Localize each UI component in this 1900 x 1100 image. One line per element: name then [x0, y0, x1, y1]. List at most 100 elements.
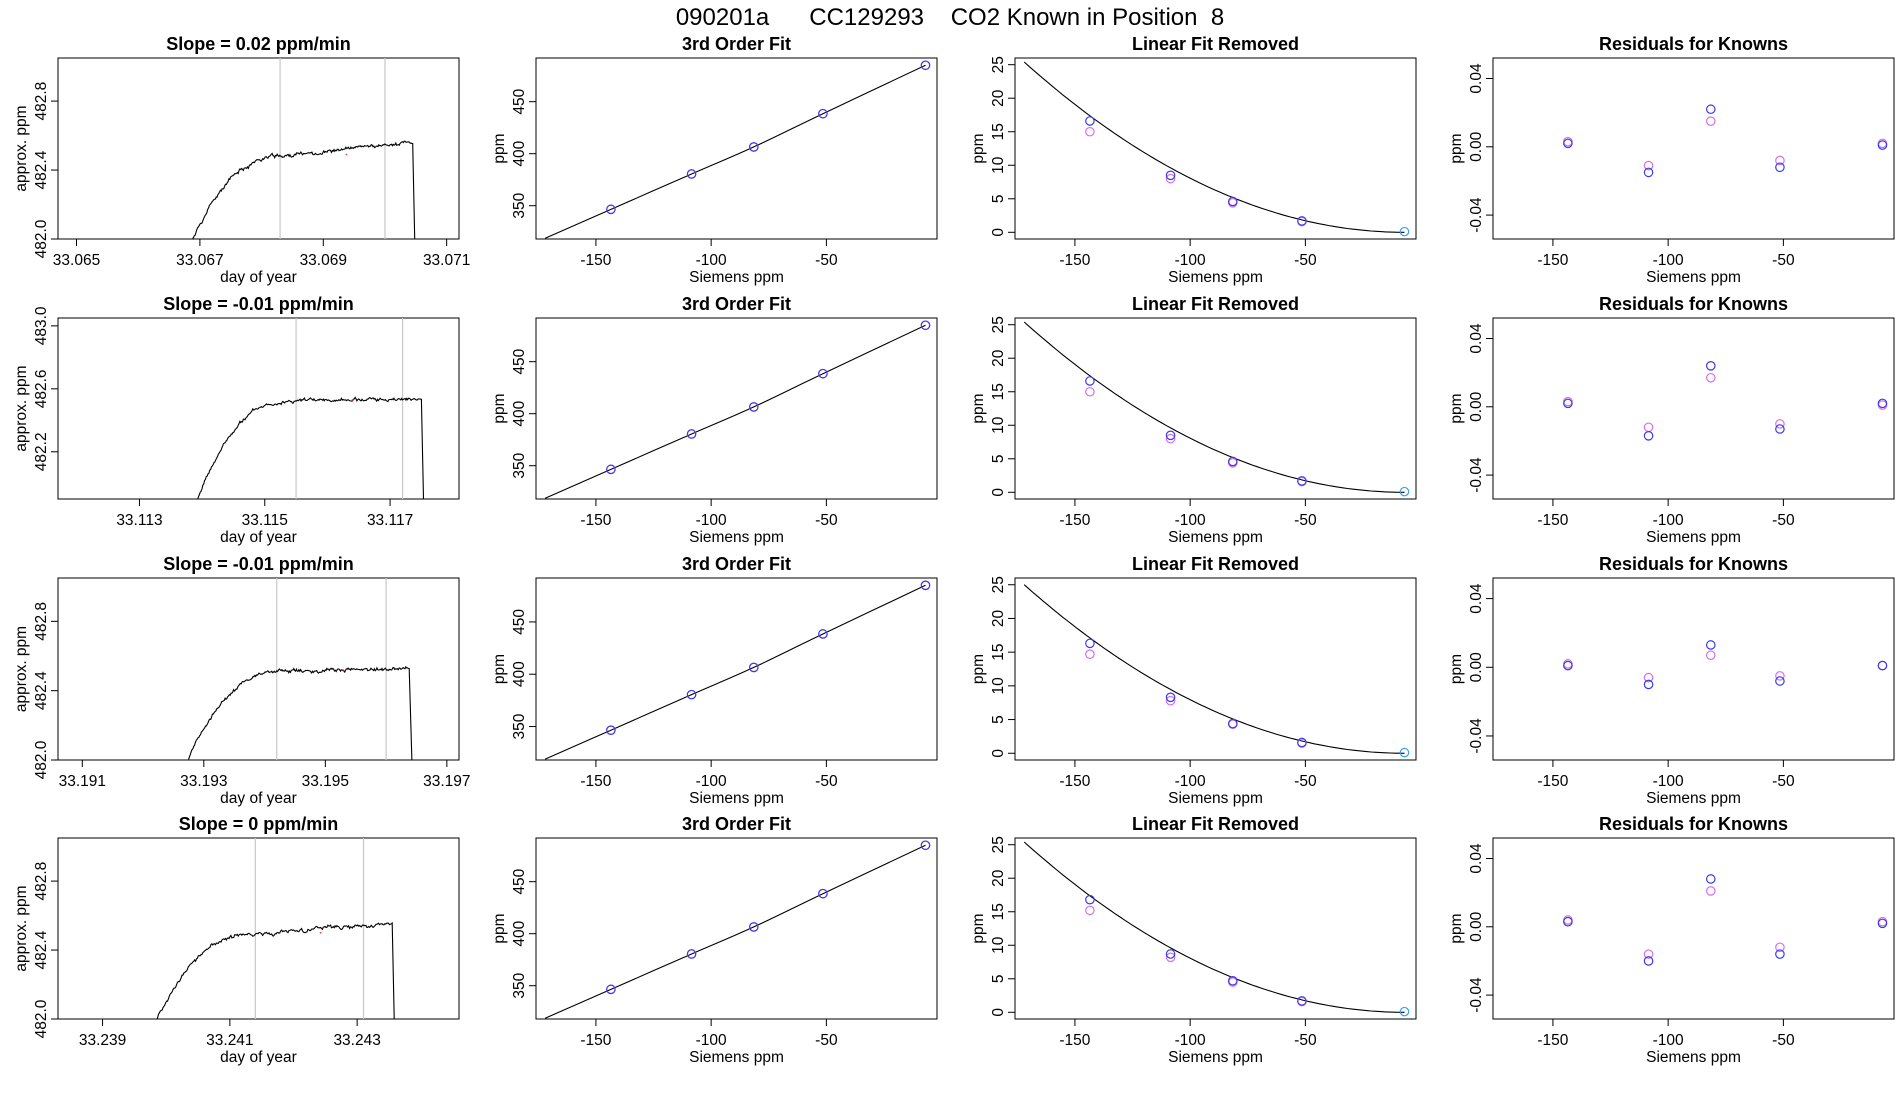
residual-point-blue: [1643, 167, 1654, 178]
residuals-xtick-label: -50: [1772, 773, 1795, 790]
linear-removed-xtick-label: -100: [1175, 252, 1206, 269]
linear-removed-ytick-label: 20: [990, 869, 1007, 887]
fit-xtick-label: -50: [815, 252, 838, 269]
main-title: 090201a CC129293 CO2 Known in Position 8: [675, 4, 1225, 31]
linear-removed-point-blue: [1085, 376, 1095, 386]
panel-3rd-order-fit: 3rd Order Fit -150 -100 -50 350 400 450 Siemens…: [491, 34, 938, 286]
linear-removed-curve: [1023, 841, 1405, 1013]
timeseries-xtick-label: 33.117: [367, 512, 413, 529]
residuals-xtick-label: -50: [1772, 1032, 1795, 1049]
residual-point-blue: [1877, 660, 1888, 671]
linear-removed-point-cyan: [1399, 226, 1410, 237]
fit-point-blue: [818, 888, 828, 899]
fit-xtick-label: -100: [696, 252, 727, 269]
timeseries-title: Slope = 0.02 ppm/min: [166, 34, 351, 54]
timeseries-xtick-label: 33.113: [116, 512, 162, 529]
linear-removed-xlabel: Siemens ppm: [1168, 269, 1263, 286]
linear-removed-point-blue: [1297, 996, 1307, 1006]
fit-ytick-label: 450: [511, 88, 528, 114]
linear-removed-point-blue: [1085, 894, 1095, 905]
linear-removed-xtick-label: -100: [1175, 773, 1206, 790]
residuals-ylabel: ppm: [1448, 133, 1465, 163]
timeseries-title: Slope = -0.01 ppm/min: [163, 294, 354, 314]
panel-residuals: Residuals for Knowns -150 -100 -50 -0.04 0.00…: [1448, 554, 1895, 807]
residuals-xtick-label: -50: [1772, 512, 1795, 529]
linear-removed-ytick-label: 5: [990, 454, 1007, 463]
fit-ytick-label: 450: [511, 609, 528, 635]
linear-removed-title: Linear Fit Removed: [1132, 34, 1299, 54]
panel-timeseries: Slope = 0.02 ppm/min 33.065 33.067 33.069 33…: [13, 34, 470, 286]
linear-removed-ytick-label: 25: [990, 56, 1007, 73]
residuals-ytick-label: -0.04: [1468, 457, 1485, 493]
fit-xtick-label: -150: [580, 252, 611, 269]
linear-removed-point-blue: [1297, 737, 1307, 748]
residuals-ytick-label: 0.00: [1468, 391, 1485, 422]
timeseries-plot-frame: [57, 57, 460, 240]
residual-point-magenta: [1643, 422, 1654, 433]
panel-timeseries: Slope = -0.01 ppm/min 33.113 33.115 33.117 4…: [13, 294, 460, 546]
linear-removed-point-blue: [1085, 116, 1095, 126]
fit-xlabel: Siemens ppm: [689, 1049, 784, 1066]
linear-removed-point-magenta: [1165, 433, 1176, 444]
linear-removed-ytick-label: 5: [990, 194, 1007, 203]
linear-removed-ytick-label: 15: [990, 123, 1007, 140]
residuals-xlabel: Siemens ppm: [1646, 1049, 1741, 1066]
linear-removed-ytick-label: 20: [990, 89, 1007, 107]
timeseries-ylabel: approx. ppm: [13, 365, 30, 451]
residuals-xlabel: Siemens ppm: [1646, 529, 1741, 546]
residual-point-blue: [1705, 874, 1716, 884]
residual-point-magenta: [1705, 116, 1716, 126]
residuals-xtick-label: -50: [1772, 252, 1795, 269]
fit-xtick-label: -50: [815, 773, 838, 790]
linear-removed-title: Linear Fit Removed: [1132, 814, 1299, 834]
linear-removed-point-blue: [1297, 476, 1307, 486]
fit-xtick-label: -100: [696, 512, 727, 529]
linear-removed-point-blue: [1165, 430, 1176, 441]
fit-xtick-label: -50: [815, 512, 838, 529]
linear-removed-ytick-label: 15: [990, 644, 1007, 661]
residual-point-magenta: [1775, 671, 1785, 681]
residual-point-blue: [1877, 140, 1888, 150]
linear-removed-title: Linear Fit Removed: [1132, 294, 1299, 314]
linear-removed-xlabel: Siemens ppm: [1168, 529, 1263, 546]
residuals-ytick-label: 0.04: [1468, 583, 1485, 614]
residuals-xtick-label: -150: [1537, 252, 1568, 269]
residual-point-blue: [1563, 398, 1573, 409]
linear-removed-point-blue: [1227, 196, 1238, 207]
linear-removed-xtick-label: -50: [1294, 252, 1317, 269]
residuals-xtick-label: -100: [1653, 252, 1684, 269]
residuals-ylabel: ppm: [1448, 393, 1465, 423]
residuals-title: Residuals for Knowns: [1599, 554, 1788, 574]
fit-xtick-label: -150: [580, 773, 611, 790]
fit-ytick-label: 400: [511, 400, 528, 426]
linear-removed-xlabel: Siemens ppm: [1168, 790, 1263, 807]
timeseries-plot-frame: [57, 577, 460, 761]
fit-xlabel: Siemens ppm: [689, 790, 784, 807]
timeseries-ytick-label: 482.8: [33, 862, 50, 901]
fit-ylabel: ppm: [491, 133, 508, 163]
panel-linear-fit-removed: Linear Fit Removed -150 -100 -50 0 5 10 15 20 25 S…: [970, 34, 1417, 286]
timeseries-ytick-label: 482.0: [33, 740, 50, 779]
residual-point-blue: [1705, 104, 1716, 115]
timeseries-xtick-label: 33.241: [206, 1032, 253, 1049]
residual-point-blue: [1563, 916, 1573, 927]
linear-removed-curve: [1023, 584, 1405, 754]
timeseries-xtick-label: 33.243: [333, 1032, 380, 1049]
fit-curve: [544, 324, 926, 499]
linear-removed-ytick-label: 5: [990, 974, 1007, 983]
fit-xlabel: Siemens ppm: [689, 529, 784, 546]
fit-point-blue: [920, 320, 931, 331]
fit-ytick-label: 400: [511, 661, 528, 687]
timeseries-ytick-label: 482.4: [33, 930, 50, 969]
timeseries-trace: [188, 665, 413, 760]
timeseries-red-marker: [351, 398, 354, 401]
fit-point-blue: [748, 142, 759, 152]
linear-removed-ytick-label: 15: [990, 903, 1007, 920]
residuals-xtick-label: -100: [1653, 512, 1684, 529]
fit-point-blue: [748, 402, 759, 412]
residuals-ytick-label: 0.00: [1468, 911, 1485, 942]
linear-removed-point-magenta: [1085, 386, 1095, 397]
residual-point-magenta: [1775, 942, 1785, 953]
fit-plot-frame: [535, 577, 938, 761]
residual-point-magenta: [1705, 650, 1716, 661]
